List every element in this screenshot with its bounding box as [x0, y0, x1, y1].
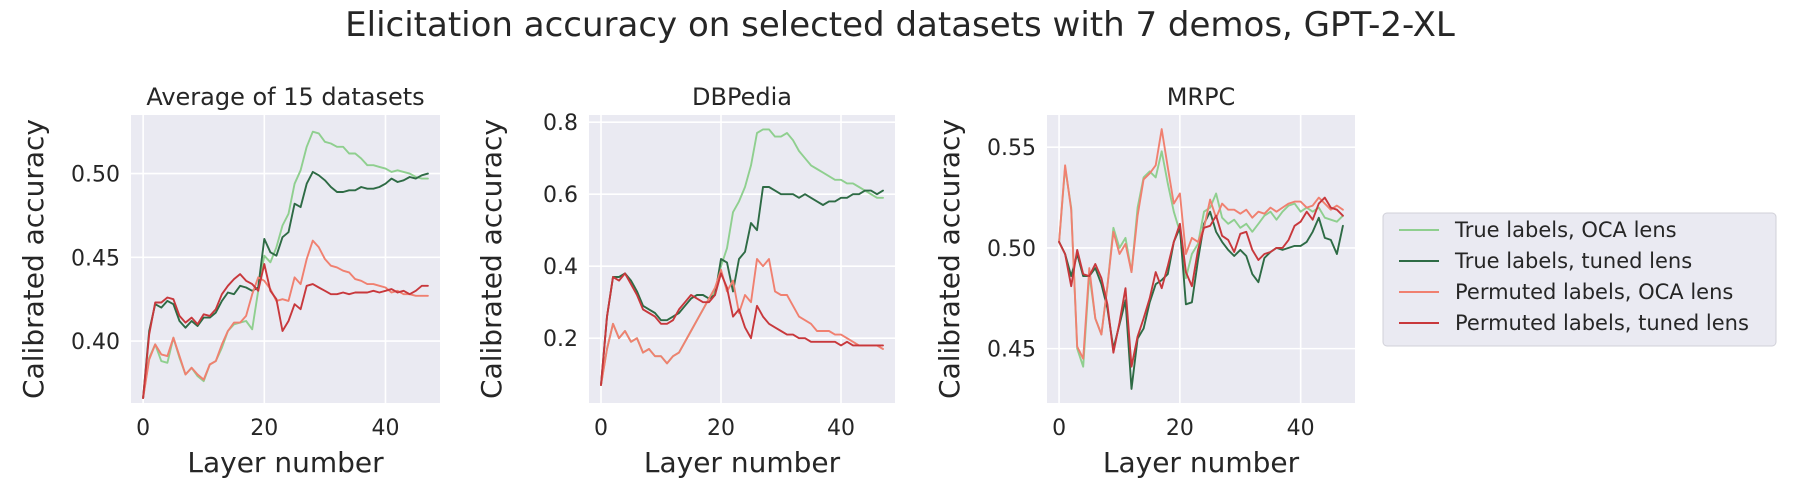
series-line-permuted-labels-oca-lens — [142, 239, 429, 399]
y-tick-label: 0.55 — [987, 136, 1036, 161]
y-tick-label: 0.50 — [987, 237, 1036, 262]
panel-title: Average of 15 datasets — [146, 83, 424, 111]
series-line-permuted-labels-oca-lens — [600, 258, 884, 386]
y-tick-label: 0.8 — [543, 111, 578, 136]
legend-label: Permuted labels, OCA lens — [1455, 280, 1733, 304]
chart-panel-average-of-15-datasets: 0 20 40 0.40 0.45 0.50 Average of 15 datasets L… — [17, 83, 440, 479]
series-line-true-labels-tuned-lens — [142, 170, 429, 399]
legend-label: True labels, OCA lens — [1454, 218, 1677, 242]
x-axis-label: Layer number — [1103, 446, 1300, 479]
x-tick-label: 20 — [1166, 416, 1194, 441]
legend-label: True labels, tuned lens — [1454, 249, 1692, 273]
legend-box — [1382, 212, 1777, 347]
panel-title: DBPedia — [692, 83, 792, 111]
x-tick-label: 20 — [707, 416, 735, 441]
panel-title: MRPC — [1167, 83, 1236, 111]
x-tick-label: 0 — [136, 416, 150, 441]
plot-area — [1047, 115, 1355, 403]
y-axis-label: Calibrated accuracy — [933, 119, 966, 399]
series-line-permuted-labels-tuned-lens — [600, 272, 884, 386]
y-axis-label: Calibrated accuracy — [475, 119, 508, 399]
y-tick-label: 0.40 — [71, 330, 120, 355]
y-tick-label: 0.2 — [543, 327, 578, 352]
plot-area — [131, 115, 440, 403]
chart-panel-dbpedia: 0 20 40 0.2 0.4 0.6 0.8 DBPedia Layer number Cali… — [475, 83, 895, 479]
y-tick-label: 0.50 — [71, 163, 120, 188]
plot-area — [589, 115, 895, 403]
x-tick-label: 40 — [1287, 416, 1315, 441]
series-line-true-labels-tuned-lens — [600, 186, 884, 386]
series-line-permuted-labels-oca-lens — [1058, 128, 1344, 360]
x-tick-label: 40 — [371, 416, 399, 441]
x-axis-label: Layer number — [187, 446, 384, 479]
y-tick-label: 0.45 — [71, 246, 120, 271]
y-tick-label: 0.4 — [543, 255, 578, 280]
legend: True labels, OCA lens True labels, tuned … — [1382, 212, 1777, 347]
x-tick-label: 0 — [1052, 416, 1066, 441]
x-tick-label: 20 — [250, 416, 278, 441]
series-line-permuted-labels-tuned-lens — [1058, 196, 1344, 368]
y-tick-label: 0.6 — [543, 183, 578, 208]
x-tick-label: 0 — [594, 416, 608, 441]
chart-panel-mrpc: 0 20 40 0.45 0.50 0.55 MRPC Layer number Calibra… — [933, 83, 1355, 479]
y-axis-label: Calibrated accuracy — [17, 119, 50, 399]
series-line-permuted-labels-tuned-lens — [142, 263, 429, 399]
legend-label: Permuted labels, tuned lens — [1455, 311, 1749, 335]
figure-title: Elicitation accuracy on selected dataset… — [345, 5, 1455, 45]
x-tick-label: 40 — [827, 416, 855, 441]
x-axis-label: Layer number — [644, 446, 841, 479]
y-tick-label: 0.45 — [987, 338, 1036, 363]
